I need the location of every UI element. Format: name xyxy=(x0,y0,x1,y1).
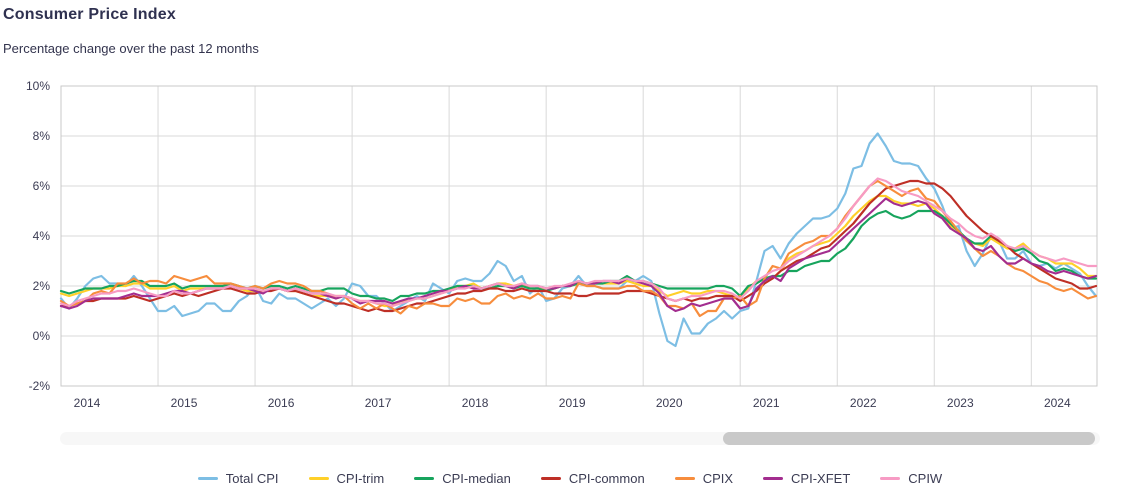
legend-swatch-icon xyxy=(540,477,561,480)
series-line-total-cpi xyxy=(59,132,1098,348)
legend-label: Total CPI xyxy=(225,471,279,486)
legend-item-cpix[interactable]: CPIX xyxy=(674,471,734,486)
x-tick-label: 2023 xyxy=(947,396,974,410)
legend-label: CPI-median xyxy=(442,471,511,486)
y-tick-label: 4% xyxy=(33,229,51,243)
legend-swatch-icon xyxy=(674,477,695,480)
legend-item-cpi-xfet[interactable]: CPI-XFET xyxy=(763,471,850,486)
legend-label: CPI-trim xyxy=(336,471,385,486)
x-tick-label: 2016 xyxy=(268,396,295,410)
x-tick-label: 2020 xyxy=(656,396,683,410)
x-tick-label: 2021 xyxy=(753,396,780,410)
legend-item-cpi-median[interactable]: CPI-median xyxy=(414,471,511,486)
x-tick-label: 2022 xyxy=(850,396,877,410)
legend-label: CPI-common xyxy=(568,471,645,486)
x-tick-label: 2017 xyxy=(365,396,392,410)
series-line-cpi-common xyxy=(59,179,1098,313)
legend-label: CPI-XFET xyxy=(791,471,851,486)
chart-range-scrollbar[interactable] xyxy=(60,432,1100,445)
legend-swatch-icon xyxy=(763,477,784,480)
y-tick-label: 6% xyxy=(33,179,51,193)
legend-item-cpi-trim[interactable]: CPI-trim xyxy=(308,471,385,486)
legend-label: CPIW xyxy=(908,471,943,486)
series-line-cpix xyxy=(59,179,1098,318)
legend-swatch-icon xyxy=(308,477,329,480)
legend-item-cpi-common[interactable]: CPI-common xyxy=(540,471,645,486)
x-tick-label: 2015 xyxy=(171,396,198,410)
legend-swatch-icon xyxy=(197,477,218,480)
legend-swatch-icon xyxy=(414,477,435,480)
y-tick-label: 10% xyxy=(26,79,50,93)
series-line-cpiw xyxy=(59,177,1098,308)
legend-label: CPIX xyxy=(702,471,734,486)
y-tick-label: 8% xyxy=(33,129,51,143)
chart-subtitle: Percentage change over the past 12 month… xyxy=(3,41,259,56)
x-tick-label: 2024 xyxy=(1044,396,1071,410)
cpi-line-chart: 10% 8% 6% 4% 2% 0% -2% 2014 2015 2016 2017 2018 2019… xyxy=(26,79,1098,410)
legend-swatch-icon xyxy=(880,477,901,480)
y-tick-label: 2% xyxy=(33,279,51,293)
legend-item-total-cpi[interactable]: Total CPI xyxy=(197,471,279,486)
chart-range-scrollbar-thumb[interactable] xyxy=(723,432,1095,445)
y-tick-label: -2% xyxy=(29,379,51,393)
plot-border xyxy=(60,85,1098,387)
chart-legend: Total CPI CPI-trim CPI-median CPI-common CPI… xyxy=(0,471,1140,486)
legend-item-cpiw[interactable]: CPIW xyxy=(880,471,942,486)
y-tick-label: 0% xyxy=(33,329,51,343)
x-tick-label: 2019 xyxy=(559,396,586,410)
page-title: Consumer Price Index xyxy=(3,6,176,23)
x-tick-label: 2014 xyxy=(74,396,101,410)
x-tick-label: 2018 xyxy=(462,396,489,410)
